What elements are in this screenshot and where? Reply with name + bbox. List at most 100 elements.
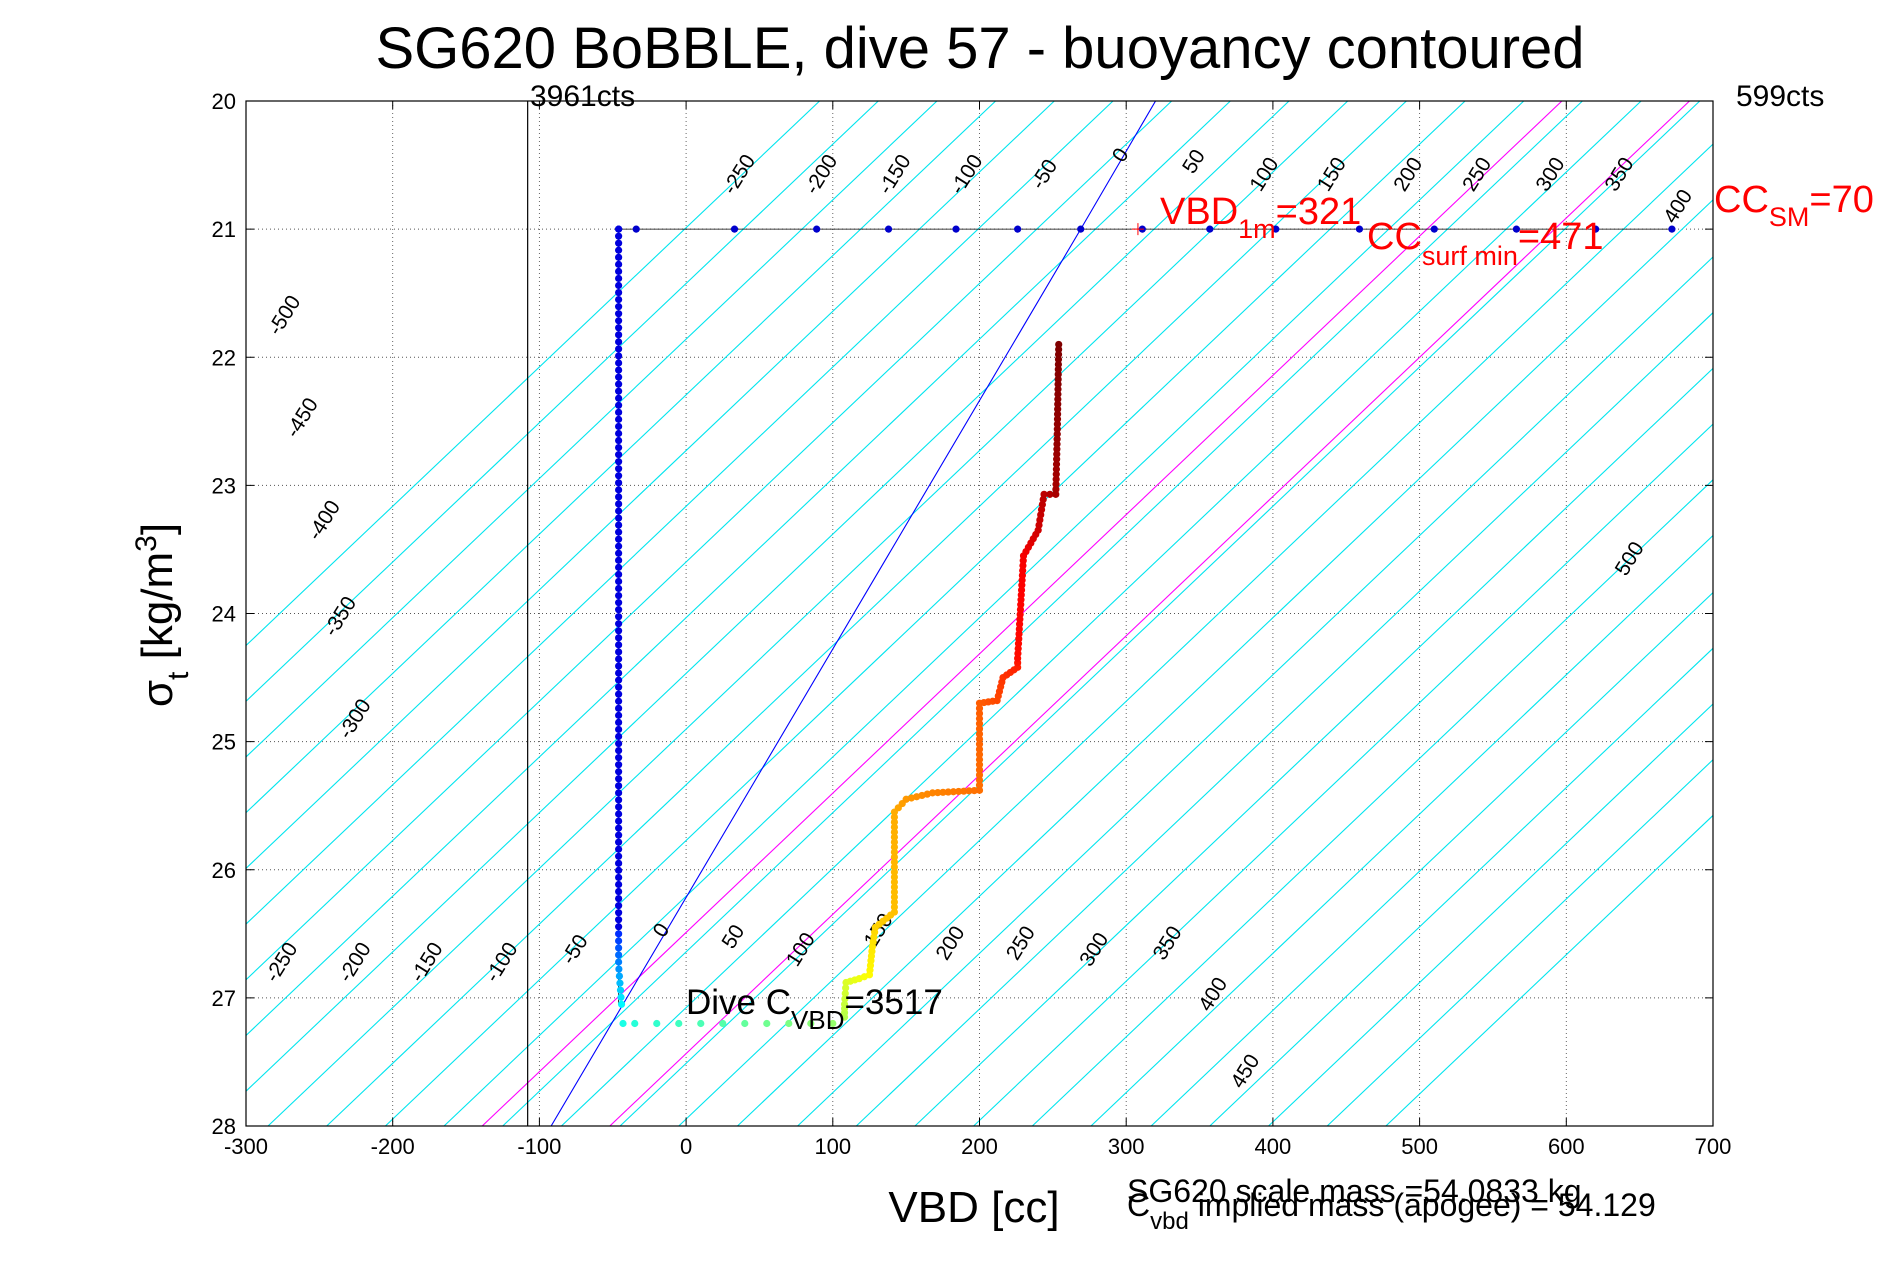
contour-line xyxy=(267,101,1349,1126)
data-point xyxy=(1052,465,1060,473)
data-point xyxy=(1053,440,1061,448)
data-point xyxy=(615,930,623,938)
data-point xyxy=(615,443,623,452)
data-point xyxy=(615,634,623,642)
data-point xyxy=(615,866,623,874)
data-point xyxy=(615,577,623,586)
x-tick-label: 500 xyxy=(1401,1134,1438,1159)
contour-value-label: -250 xyxy=(261,938,303,986)
data-point xyxy=(741,1019,749,1028)
chart-title: SG620 BoBBLE, dive 57 - buoyancy contour… xyxy=(375,16,1584,81)
data-point xyxy=(890,858,899,866)
data-point xyxy=(615,676,623,684)
data-point xyxy=(975,720,984,728)
data-point xyxy=(1053,410,1062,418)
data-point xyxy=(615,324,623,332)
data-point xyxy=(615,380,623,388)
data-point xyxy=(1054,355,1063,363)
data-point xyxy=(615,852,623,860)
data-point xyxy=(975,740,984,748)
data-point xyxy=(890,878,899,886)
data-point xyxy=(615,923,623,931)
data-point xyxy=(1054,365,1062,373)
data-point xyxy=(615,725,623,734)
data-point xyxy=(615,352,623,360)
contour-line xyxy=(246,101,1231,1037)
data-point xyxy=(975,704,984,712)
contour-value-label: 0 xyxy=(1108,144,1134,166)
data-point xyxy=(615,669,623,677)
data-point xyxy=(975,755,984,764)
data-point xyxy=(890,853,899,861)
data-point xyxy=(615,803,623,811)
contour-value-label: 350 xyxy=(1600,153,1638,195)
scale-mass-annotation: SG620 scale mass =54.0833 kg xyxy=(1127,1173,1582,1209)
data-point xyxy=(890,868,899,876)
y-tick-label: 20 xyxy=(212,89,236,114)
data-point xyxy=(615,965,623,973)
data-point xyxy=(813,225,821,233)
dive-path xyxy=(615,223,1676,1028)
contour-value-label: 250 xyxy=(1002,922,1040,964)
data-point xyxy=(653,1019,661,1028)
x-tick-label: -300 xyxy=(224,1134,268,1159)
contour-value-label: 500 xyxy=(1611,538,1649,580)
x-tick-label: -100 xyxy=(517,1134,561,1159)
data-point xyxy=(615,761,623,769)
data-point xyxy=(615,824,623,832)
x-tick-label: -200 xyxy=(371,1134,415,1159)
data-point xyxy=(615,253,623,261)
data-point xyxy=(890,908,899,916)
data-point xyxy=(975,761,984,769)
data-point xyxy=(615,436,623,445)
data-point xyxy=(615,288,623,297)
data-point xyxy=(615,958,623,966)
data-point xyxy=(615,563,623,571)
data-point xyxy=(615,521,623,529)
contour-value-label: 450 xyxy=(1226,1050,1264,1092)
contour-value-label: -400 xyxy=(303,496,345,544)
data-point xyxy=(975,730,984,738)
data-point xyxy=(615,479,623,487)
contour-line xyxy=(1268,703,1713,1126)
data-point xyxy=(965,787,973,795)
data-point xyxy=(615,401,623,409)
data-point xyxy=(1512,225,1521,233)
dive-cvbd-annotation: Dive CVBD=3517 xyxy=(686,983,943,1035)
data-point xyxy=(1053,455,1061,463)
data-point xyxy=(615,331,623,339)
zero-buoyancy-line xyxy=(550,101,1157,1126)
contour-line xyxy=(246,101,820,647)
y-tick-label: 24 xyxy=(212,602,236,627)
y-tick-label: 25 xyxy=(212,730,236,755)
data-point xyxy=(615,732,623,741)
data-point xyxy=(615,916,623,924)
data-point xyxy=(615,746,623,755)
data-point xyxy=(615,859,623,867)
data-point xyxy=(615,303,623,311)
data-point xyxy=(890,888,899,896)
data-point xyxy=(615,754,623,762)
contour-line xyxy=(855,311,1713,1126)
data-point xyxy=(615,429,623,438)
data-point xyxy=(615,267,623,276)
data-point xyxy=(615,486,623,494)
data-point xyxy=(615,408,623,416)
contour-line xyxy=(246,101,938,758)
contour-line xyxy=(973,423,1713,1126)
data-point xyxy=(975,786,984,794)
contour-value-label: 400 xyxy=(1659,186,1697,228)
data-point xyxy=(890,898,899,906)
data-point xyxy=(615,359,623,367)
contour-line xyxy=(1031,479,1713,1126)
data-point xyxy=(1052,480,1060,488)
data-point xyxy=(615,599,623,607)
data-point xyxy=(615,613,623,621)
data-point xyxy=(1040,490,1048,498)
data-point xyxy=(1052,485,1060,493)
data-point xyxy=(615,711,623,719)
contour-line xyxy=(1090,534,1713,1126)
data-point xyxy=(1077,225,1085,233)
data-point xyxy=(890,833,899,841)
data-point xyxy=(842,984,850,992)
